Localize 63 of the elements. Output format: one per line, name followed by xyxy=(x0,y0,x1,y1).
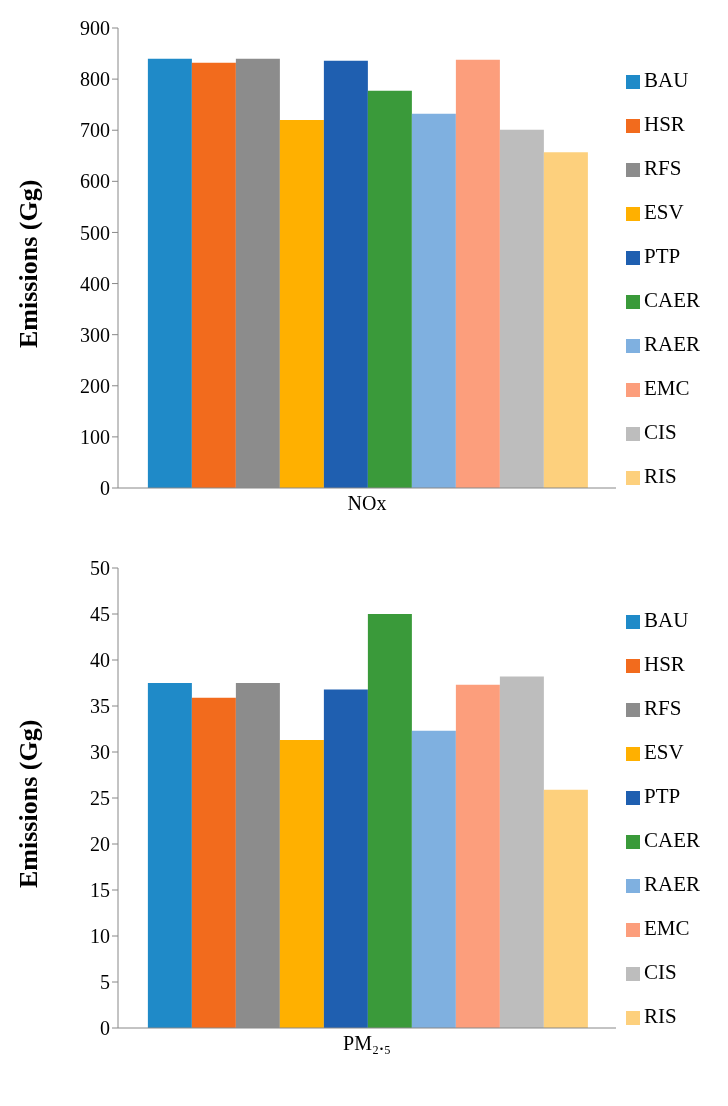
legend-label: CAER xyxy=(643,828,700,852)
y-tick-label: 50 xyxy=(90,557,110,580)
y-tick-label: 600 xyxy=(80,170,110,193)
legend-label: ESV xyxy=(643,200,684,224)
y-tick-label: 800 xyxy=(80,68,110,91)
bar xyxy=(367,614,412,1028)
legend-label: CIS xyxy=(643,420,677,444)
bar xyxy=(543,789,588,1028)
legend-label: RAER xyxy=(643,332,700,356)
y-tick-label: 300 xyxy=(80,323,110,346)
legend-label: BAU xyxy=(643,68,689,92)
legend-label: RFS xyxy=(643,156,682,180)
bar xyxy=(455,59,500,488)
legend-label: CAER xyxy=(643,288,700,312)
y-tick-label: 700 xyxy=(80,119,110,142)
x-tick-label: PM₂.₅ xyxy=(343,1032,391,1055)
y-tick-label: 40 xyxy=(90,649,110,672)
bar xyxy=(147,58,192,488)
legend-label: HSR xyxy=(643,652,685,676)
y-tick-label: 45 xyxy=(90,603,110,626)
y-axis-title: Emissions (Gg) xyxy=(14,719,44,888)
y-tick-label: 0 xyxy=(100,477,110,500)
bar xyxy=(367,90,412,488)
y-tick-label: 100 xyxy=(80,425,110,448)
y-tick-label: 10 xyxy=(90,925,110,948)
x-tick-label: NOx xyxy=(347,492,387,515)
legend-label: RIS xyxy=(643,464,677,488)
bar xyxy=(191,62,236,488)
bar xyxy=(279,740,324,1028)
bar xyxy=(499,676,544,1028)
y-tick-label: 900 xyxy=(80,17,110,40)
legend-label: PTP xyxy=(643,244,681,268)
y-tick-label: 20 xyxy=(90,833,110,856)
legend-label: RAER xyxy=(643,872,700,896)
y-tick-label: 200 xyxy=(80,374,110,397)
bar xyxy=(411,730,456,1028)
y-tick-label: 0 xyxy=(100,1017,110,1040)
y-tick-label: 15 xyxy=(90,879,110,902)
bar xyxy=(279,120,324,488)
bar xyxy=(191,697,236,1028)
bar xyxy=(323,689,368,1028)
legend-label: RIS xyxy=(643,1004,677,1028)
bar xyxy=(323,60,368,488)
y-tick-label: 30 xyxy=(90,741,110,764)
legend-label: EMC xyxy=(643,376,690,400)
y-tick-label: 500 xyxy=(80,221,110,244)
y-tick-label: 5 xyxy=(100,971,110,994)
legend-label: RFS xyxy=(643,696,682,720)
y-tick-label: 400 xyxy=(80,272,110,295)
y-tick-label: 25 xyxy=(90,787,110,810)
legend-label: HSR xyxy=(643,112,685,136)
bar xyxy=(147,683,192,1028)
bar xyxy=(455,684,500,1028)
legend-label: ESV xyxy=(643,740,684,764)
y-tick-label: 35 xyxy=(90,695,110,718)
legend-label: BAU xyxy=(643,608,689,632)
bar xyxy=(543,152,588,488)
legend-label: EMC xyxy=(643,916,690,940)
bar xyxy=(411,113,456,488)
y-axis-title: Emissions (Gg) xyxy=(14,179,44,348)
legend-label: CIS xyxy=(643,960,677,984)
legend-label: PTP xyxy=(643,784,681,808)
bar xyxy=(499,129,544,488)
